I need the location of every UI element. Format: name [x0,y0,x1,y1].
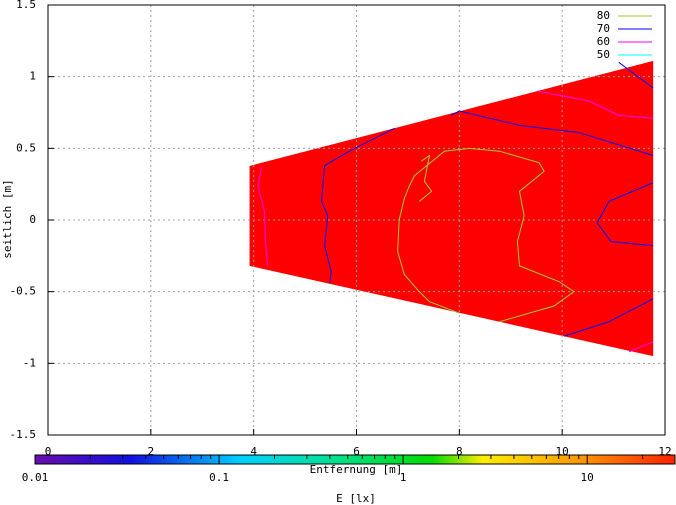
y-tick-label: -0.5 [10,285,37,298]
y-tick-label: 0.5 [16,141,36,154]
legend-label: 50 [597,48,610,61]
y-axis-label: seitlich [m] [1,179,14,258]
x-axis-label: Entfernung [m] [310,463,403,476]
colorbar-tick-label: 0.01 [22,471,49,484]
x-tick-label: 8 [456,445,463,458]
x-tick-label: 6 [353,445,360,458]
y-tick-label: 1 [29,70,36,83]
legend-label: 80 [597,9,610,22]
y-tick-label: -1.5 [10,428,37,441]
y-tick-label: 0 [29,213,36,226]
legend-label: 70 [597,22,610,35]
x-tick-label: 2 [148,445,155,458]
plot-border [47,4,666,436]
contour-line [257,90,654,353]
x-tick-label: 0 [45,445,52,458]
contour-line [397,147,575,323]
x-tick-label: 4 [250,445,257,458]
colorbar-tick-label: 0.1 [209,471,229,484]
surface [249,60,654,357]
colorbar-tick-label: 10 [581,471,594,484]
legend-label: 60 [597,35,610,48]
contour-line [321,61,654,337]
colorbar-label: E [lx] [336,492,376,505]
y-tick-label: -1 [23,356,36,369]
y-tick-label: 1.5 [16,0,36,11]
colorbar-tick-label: 1 [400,471,407,484]
